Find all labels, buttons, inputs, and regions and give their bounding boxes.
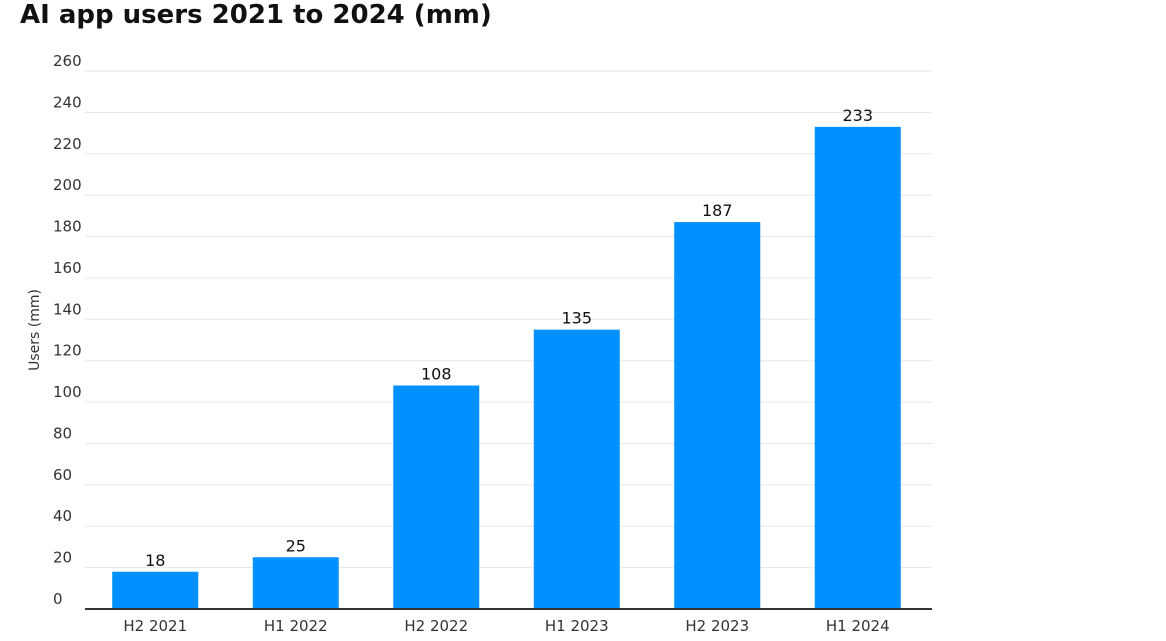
y-tick-label: 40 xyxy=(53,507,72,525)
data-labels: 18 25 108 135 187 233 xyxy=(145,106,873,570)
gridlines xyxy=(85,70,932,569)
chart-title: AI app users 2021 to 2024 (mm) xyxy=(20,0,492,30)
bar-value-label: 135 xyxy=(561,309,592,328)
bar-value-label: 187 xyxy=(702,201,733,220)
bar-value-label: 233 xyxy=(842,106,873,125)
y-axis-ticks: 0 20 40 60 80 100 120 140 160 180 200 220 240 260 xyxy=(53,52,82,608)
y-tick-label: 80 xyxy=(53,424,72,442)
bar-value-label: 18 xyxy=(145,551,165,570)
y-tick-label: 180 xyxy=(53,218,82,236)
y-tick-label: 20 xyxy=(53,549,72,567)
x-tick-label: H2 2022 xyxy=(404,617,468,635)
bar xyxy=(814,126,901,609)
bar-value-label: 108 xyxy=(421,365,452,384)
y-tick-label: 220 xyxy=(53,135,82,153)
bar xyxy=(393,385,480,609)
x-tick-label: H1 2024 xyxy=(826,617,890,635)
y-tick-label: 120 xyxy=(53,342,82,360)
bar-value-label: 25 xyxy=(286,536,306,555)
x-tick-label: H2 2021 xyxy=(123,617,187,635)
bar xyxy=(533,329,620,609)
y-tick-label: 100 xyxy=(53,383,82,401)
y-tick-label: 60 xyxy=(53,466,72,484)
y-tick-label: 240 xyxy=(53,93,82,111)
bar xyxy=(112,571,199,609)
y-axis-title: Users (mm) xyxy=(27,289,43,371)
x-axis-ticks: H2 2021 H1 2022 H2 2022 H1 2023 H2 2023 H1 20… xyxy=(123,617,889,635)
x-tick-label: H1 2023 xyxy=(545,617,609,635)
y-tick-label: 140 xyxy=(53,300,82,318)
y-tick-label: 200 xyxy=(53,176,82,194)
bar xyxy=(252,557,339,609)
y-tick-label: 260 xyxy=(53,52,82,70)
bars xyxy=(112,126,901,610)
x-tick-label: H2 2023 xyxy=(685,617,749,635)
x-tick-label: H1 2022 xyxy=(264,617,328,635)
y-tick-label: 160 xyxy=(53,259,82,277)
bar xyxy=(674,222,761,610)
y-tick-label: 0 xyxy=(53,590,63,608)
